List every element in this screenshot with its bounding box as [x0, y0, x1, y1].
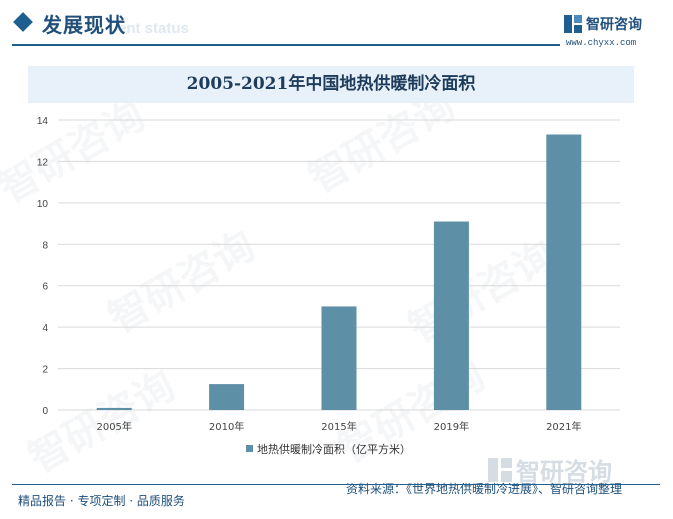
y-tick-label: 0 — [42, 406, 48, 417]
x-tick-label: 2005年 — [96, 420, 131, 433]
bar — [209, 384, 245, 410]
y-tick-label: 14 — [37, 116, 49, 127]
bar — [321, 306, 357, 410]
brand-logo-icon — [564, 15, 582, 33]
y-tick-label: 6 — [42, 282, 48, 293]
y-tick-label: 12 — [37, 157, 49, 168]
x-tick-label: 2010年 — [209, 420, 244, 433]
brand-name: 智研咨询 — [586, 17, 642, 33]
footer-logo-icon — [488, 457, 512, 482]
legend-label: 地热供暖制冷面积（亿平方米） — [257, 442, 411, 456]
header: ent status 发展现状 智研咨询 www.chyxx.com — [0, 0, 673, 50]
brand: 智研咨询 — [564, 14, 642, 34]
y-tick-label: 2 — [42, 365, 48, 376]
y-tick-label: 4 — [42, 323, 48, 334]
footer-slogan: 精品报告 · 专项定制 · 品质服务 — [18, 494, 185, 508]
bar — [433, 221, 469, 410]
chart-title: 2005-2021年中国地热供暖制冷面积 — [186, 74, 476, 94]
diamond-icon — [13, 12, 33, 32]
y-tick-label: 8 — [42, 240, 48, 251]
legend-swatch — [246, 445, 253, 452]
bar-chart: 0 2 4 6 8 10 12 14 2005年 2010年 2015年 2019年 2021年地热供暖… — [37, 116, 620, 456]
chart-title-band: 2005-2021年中国地热供暖制冷面积 — [28, 66, 634, 103]
source-note: 资料来源：《世界地热供暖制冷进展》、智研咨询整理 — [346, 482, 623, 496]
footer-logo: 智研咨询 — [488, 452, 612, 487]
header-divider — [12, 44, 560, 46]
bar — [96, 407, 132, 410]
brand-url: www.chyxx.com — [566, 38, 637, 48]
section-title: 发展现状 — [42, 13, 126, 37]
footer-divider — [12, 484, 660, 485]
section-subtitle: ent status — [118, 20, 189, 37]
x-tick-label: 2021年 — [546, 420, 581, 433]
bar — [546, 134, 582, 410]
y-tick-label: 10 — [37, 199, 49, 210]
footer-logo-text: 智研咨询 — [516, 458, 612, 486]
x-tick-label: 2019年 — [434, 420, 469, 433]
x-tick-label: 2015年 — [321, 420, 356, 433]
